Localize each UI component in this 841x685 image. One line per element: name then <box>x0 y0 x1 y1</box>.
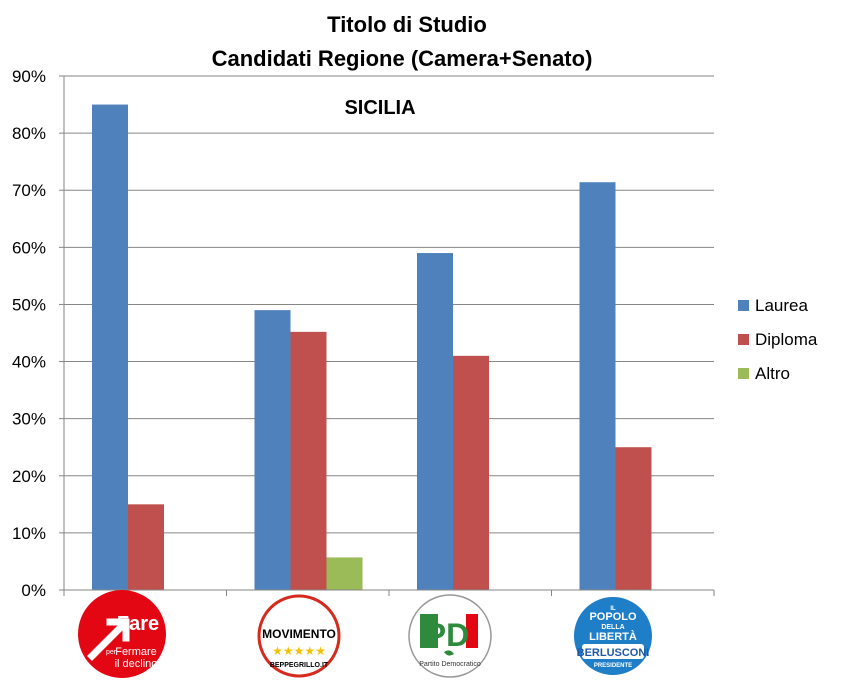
pd-logo-green-block <box>420 614 438 648</box>
pd-logo-red-block <box>466 614 478 648</box>
bars <box>92 104 652 591</box>
y-tick-label: 40% <box>12 353 46 372</box>
pd-logo-main: PD <box>425 617 469 653</box>
chart-subtitle: SICILIA <box>344 97 415 119</box>
m5s-logo: MOVIMENTO ★★★★★ BEPPEGRILLO.IT <box>257 594 341 678</box>
y-tick-label: 70% <box>12 181 46 200</box>
pdl-logo-line2: POPOLO <box>589 611 637 623</box>
bar-altro <box>326 557 363 590</box>
y-tick-label: 20% <box>12 467 46 486</box>
m5s-logo-circle <box>257 594 341 678</box>
bar-laurea <box>92 104 128 591</box>
legend: Laurea Diploma Altro <box>738 296 818 383</box>
fare-logo-circle <box>78 590 166 678</box>
y-tick-label: 50% <box>12 295 46 314</box>
pd-logo: PD Partito Democratico <box>408 594 492 678</box>
bar-diploma <box>128 504 164 590</box>
pdl-logo-line1: IL <box>610 606 616 612</box>
bar-laurea <box>254 310 291 590</box>
bar-laurea <box>579 182 616 590</box>
y-tick-label: 80% <box>12 124 46 143</box>
legend-label-laurea: Laurea <box>755 296 808 315</box>
y-tick-label: 10% <box>12 524 46 543</box>
fare-logo-line1: Fermare <box>115 646 157 658</box>
bar-diploma <box>453 355 489 590</box>
pdl-logo-name: BERLUSCONI <box>577 647 650 659</box>
legend-swatch-altro <box>738 368 749 379</box>
legend-swatch-diploma <box>738 334 749 345</box>
y-tick-label: 60% <box>12 238 46 257</box>
y-axis-ticks: 0% 10% 20% 30% 40% 50% 60% 70% 80% 90% <box>12 67 46 600</box>
stars-icon: ★★★★★ <box>272 644 326 658</box>
pdl-logo: IL POPOLO DELLA LIBERTÀ BERLUSCONI PRESI… <box>572 595 654 677</box>
pdl-logo-line4: LIBERTÀ <box>589 630 637 643</box>
pdl-logo-line3: DELLA <box>601 624 624 631</box>
fare-logo-line2: il declino <box>115 658 158 670</box>
bar-diploma <box>290 331 327 590</box>
m5s-logo-main: MOVIMENTO <box>262 627 336 641</box>
pdl-logo-sub: PRESIDENTE <box>594 663 632 669</box>
m5s-logo-site: BEPPEGRILLO.IT <box>270 662 329 669</box>
olive-branch-icon <box>444 650 454 656</box>
legend-label-diploma: Diploma <box>755 330 818 349</box>
chart-title-line1: Titolo di Studio <box>327 12 487 37</box>
bar-laurea <box>417 253 453 591</box>
fare-logo: Fare per Fermare il declino <box>78 590 166 678</box>
fare-logo-main: Fare <box>117 613 159 635</box>
y-tick-label: 30% <box>12 410 46 429</box>
chart-title-line2: Candidati Regione (Camera+Senato) <box>212 46 593 71</box>
bar-diploma <box>615 447 652 590</box>
y-tick-label: 90% <box>12 67 46 86</box>
x-axis-tickmarks <box>63 590 715 596</box>
legend-label-altro: Altro <box>755 364 790 383</box>
fare-logo-small: per <box>106 649 117 656</box>
arrow-icon <box>87 618 130 661</box>
pd-logo-sub: Partito Democratico <box>419 661 481 668</box>
legend-swatch-laurea <box>738 300 749 311</box>
pdl-logo-name-box <box>582 644 644 659</box>
y-tick-label: 0% <box>21 581 46 600</box>
